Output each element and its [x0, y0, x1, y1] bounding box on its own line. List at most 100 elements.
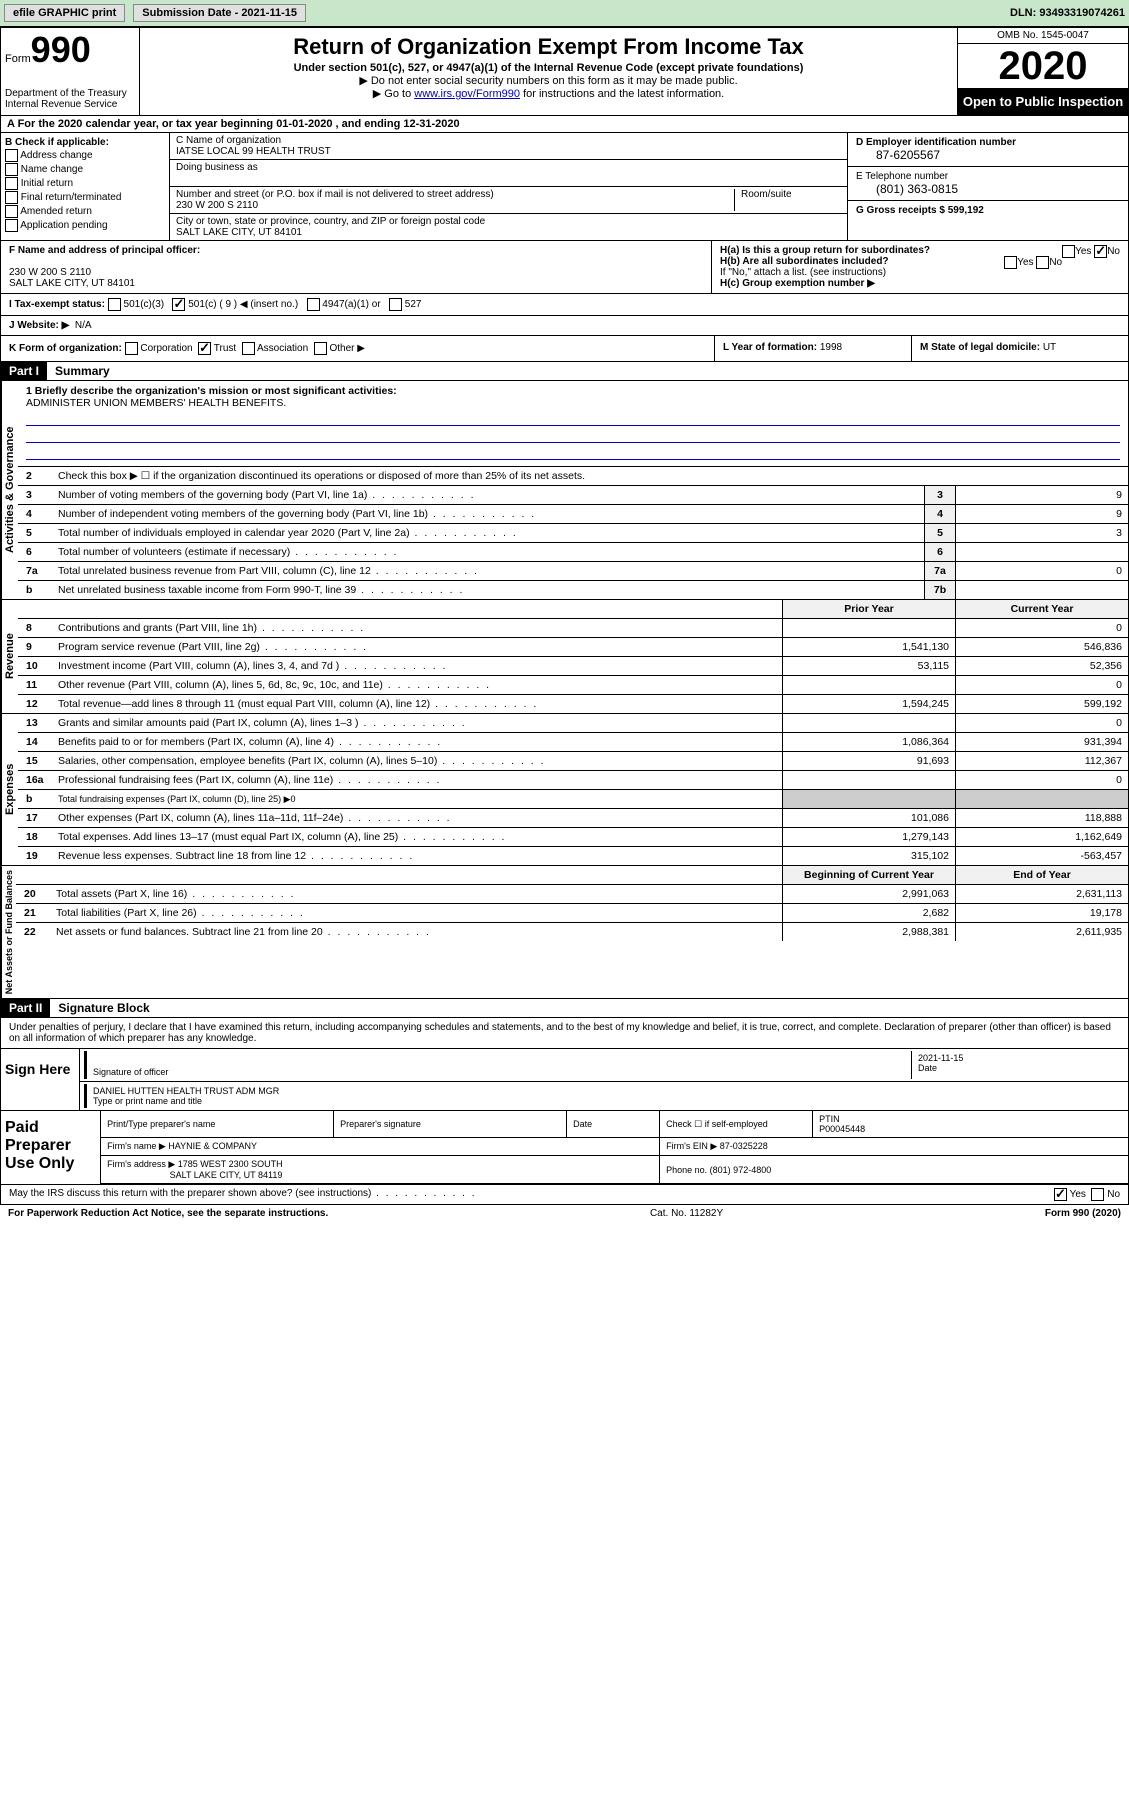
hb-no[interactable] — [1036, 256, 1049, 269]
line-16a: 16aProfessional fundraising fees (Part I… — [18, 771, 1128, 790]
irs-link[interactable]: www.irs.gov/Form990 — [414, 88, 520, 100]
part-i-header: Part I Summary — [0, 362, 1129, 381]
address-cell: Number and street (or P.O. box if mail i… — [170, 187, 847, 214]
line-13: 13Grants and similar amounts paid (Part … — [18, 714, 1128, 733]
website-row: J Website: ▶ N/A — [0, 316, 1129, 336]
gross-receipts-cell: G Gross receipts $ 599,192 — [848, 201, 1128, 220]
street-address: 230 W 200 S 2110 — [176, 200, 258, 211]
line-3: 3Number of voting members of the governi… — [18, 486, 1128, 505]
line-21: 21Total liabilities (Part X, line 26)2,6… — [16, 904, 1128, 923]
vert-expenses: Expenses — [1, 714, 18, 865]
phone-cell: E Telephone number (801) 363-0815 — [848, 167, 1128, 201]
form-of-org: K Form of organization: Corporation Trus… — [1, 336, 714, 361]
chk-trust[interactable] — [198, 342, 211, 355]
line-8: 8Contributions and grants (Part VIII, li… — [18, 619, 1128, 638]
vert-netassets: Net Assets or Fund Balances — [1, 866, 16, 998]
website-value: N/A — [75, 320, 92, 331]
ha-yes[interactable] — [1062, 245, 1075, 258]
line-2: 2 Check this box ▶ ☐ if the organization… — [18, 467, 1128, 486]
year-formation: L Year of formation: 1998 — [714, 336, 911, 361]
org-name-cell: C Name of organization IATSE LOCAL 99 HE… — [170, 133, 847, 160]
mission-text: ADMINISTER UNION MEMBERS' HEALTH BENEFIT… — [26, 397, 286, 409]
dept-treasury: Department of the Treasury Internal Reve… — [5, 88, 135, 110]
dln: DLN: 93493319074261 — [1010, 7, 1125, 19]
chk-name-change[interactable]: Name change — [5, 163, 165, 176]
line-20: 20Total assets (Part X, line 16)2,991,06… — [16, 885, 1128, 904]
summary-governance: Activities & Governance 1 Briefly descri… — [0, 381, 1129, 600]
firm-ein-cell: Firm's EIN ▶ 87-0325228 — [660, 1138, 1128, 1156]
form-prefix: Form — [5, 53, 31, 65]
note-link: ▶ Go to www.irs.gov/Form990 for instruct… — [144, 87, 953, 100]
note-ssn: ▶ Do not enter social security numbers o… — [144, 74, 953, 87]
sign-here-block: Sign Here Signature of officer 2021-11-1… — [0, 1049, 1129, 1111]
prep-sig-label: Preparer's signature — [334, 1111, 567, 1138]
line-19: 19Revenue less expenses. Subtract line 1… — [18, 847, 1128, 865]
ha-no[interactable] — [1094, 245, 1107, 258]
form-subtitle: Under section 501(c), 527, or 4947(a)(1)… — [144, 62, 953, 74]
officer-name: DANIEL HUTTEN HEALTH TRUST ADM MGR — [93, 1086, 279, 1096]
submission-date: Submission Date - 2021-11-15 — [133, 4, 306, 22]
hb-yes[interactable] — [1004, 256, 1017, 269]
line-7b: bNet unrelated business taxable income f… — [18, 581, 1128, 599]
line-22: 22Net assets or fund balances. Subtract … — [16, 923, 1128, 941]
form-number: 990 — [31, 29, 91, 70]
chk-assoc[interactable] — [242, 342, 255, 355]
chk-501c3[interactable] — [108, 298, 121, 311]
chk-4947[interactable] — [307, 298, 320, 311]
chk-final-return[interactable]: Final return/terminated — [5, 191, 165, 204]
mission-block: 1 Briefly describe the organization's mi… — [18, 381, 1128, 467]
chk-corp[interactable] — [125, 342, 138, 355]
city-cell: City or town, state or province, country… — [170, 214, 847, 240]
net-header: Beginning of Current Year End of Year — [16, 866, 1128, 885]
tax-year: 2020 — [958, 44, 1128, 88]
rev-header: Prior Year Current Year — [18, 600, 1128, 619]
line-18: 18Total expenses. Add lines 13–17 (must … — [18, 828, 1128, 847]
line-15: 15Salaries, other compensation, employee… — [18, 752, 1128, 771]
ein-cell: D Employer identification number 87-6205… — [848, 133, 1128, 167]
line-6: 6Total number of volunteers (estimate if… — [18, 543, 1128, 562]
form-title: Return of Organization Exempt From Incom… — [144, 34, 953, 60]
line-9: 9Program service revenue (Part VIII, lin… — [18, 638, 1128, 657]
chk-527[interactable] — [389, 298, 402, 311]
chk-501c[interactable] — [172, 298, 185, 311]
open-to-public: Open to Public Inspection — [958, 88, 1128, 115]
summary-expenses: Expenses 13Grants and similar amounts pa… — [0, 714, 1129, 866]
firm-addr-cell: Firm's address ▶ 1785 WEST 2300 SOUTH SA… — [101, 1156, 660, 1184]
summary-netassets: Net Assets or Fund Balances Beginning of… — [0, 866, 1129, 999]
summary-revenue: Revenue Prior Year Current Year 8Contrib… — [0, 600, 1129, 714]
group-return: H(a) Is this a group return for subordin… — [711, 241, 1128, 293]
row-fh: F Name and address of principal officer:… — [0, 241, 1129, 294]
chk-address-change[interactable]: Address change — [5, 149, 165, 162]
discuss-row: May the IRS discuss this return with the… — [0, 1185, 1129, 1205]
self-employed-check[interactable]: Check ☐ if self-employed — [660, 1111, 813, 1138]
discuss-no[interactable] — [1091, 1188, 1104, 1201]
sig-date: 2021-11-15 — [918, 1053, 963, 1063]
ein-value: 87-6205567 — [856, 148, 1120, 162]
org-name: IATSE LOCAL 99 HEALTH TRUST — [176, 146, 331, 157]
part-ii-header: Part II Signature Block — [0, 999, 1129, 1018]
chk-amended[interactable]: Amended return — [5, 205, 165, 218]
row-a-tax-year: A For the 2020 calendar year, or tax yea… — [0, 116, 1129, 133]
chk-application-pending[interactable]: Application pending — [5, 219, 165, 232]
vert-governance: Activities & Governance — [1, 381, 18, 599]
ptin-cell: PTINP00045448 — [813, 1111, 1128, 1138]
form-header: Form990 Department of the Treasury Inter… — [0, 27, 1129, 116]
vert-revenue: Revenue — [1, 600, 18, 713]
prep-name-label: Print/Type preparer's name — [101, 1111, 334, 1138]
chk-other[interactable] — [314, 342, 327, 355]
efile-topbar: efile GRAPHIC print Submission Date - 20… — [0, 0, 1129, 27]
line-14: 14Benefits paid to or for members (Part … — [18, 733, 1128, 752]
chk-initial-return[interactable]: Initial return — [5, 177, 165, 190]
principal-officer: F Name and address of principal officer:… — [1, 241, 711, 293]
dba-cell: Doing business as — [170, 160, 847, 187]
page-footer: For Paperwork Reduction Act Notice, see … — [0, 1205, 1129, 1222]
line-11: 11Other revenue (Part VIII, column (A), … — [18, 676, 1128, 695]
line-4: 4Number of independent voting members of… — [18, 505, 1128, 524]
firm-name-cell: Firm's name ▶ HAYNIE & COMPANY — [101, 1138, 660, 1156]
phone-value: (801) 363-0815 — [856, 182, 1120, 196]
state-domicile: M State of legal domicile: UT — [911, 336, 1128, 361]
line-b: bTotal fundraising expenses (Part IX, co… — [18, 790, 1128, 809]
city-state-zip: SALT LAKE CITY, UT 84101 — [176, 227, 302, 238]
discuss-yes[interactable] — [1054, 1188, 1067, 1201]
paid-preparer-block: Paid Preparer Use Only Print/Type prepar… — [0, 1111, 1129, 1185]
